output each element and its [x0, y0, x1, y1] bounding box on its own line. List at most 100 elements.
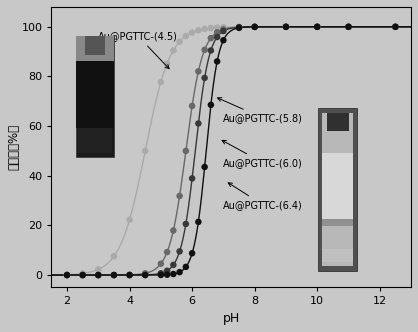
- Bar: [76, 61, 115, 128]
- Point: [220, 38, 227, 43]
- Point: [158, 271, 164, 276]
- Point: [158, 261, 164, 266]
- Bar: [322, 249, 353, 262]
- Point: [183, 34, 189, 39]
- Point: [64, 272, 70, 277]
- Point: [189, 251, 196, 256]
- Bar: [322, 219, 353, 226]
- Point: [164, 249, 171, 255]
- Point: [236, 25, 242, 30]
- Point: [79, 272, 86, 278]
- Point: [183, 221, 189, 227]
- Point: [95, 272, 102, 278]
- Point: [170, 228, 177, 233]
- Point: [201, 164, 208, 170]
- Point: [220, 29, 227, 34]
- Point: [314, 24, 321, 30]
- Point: [392, 24, 399, 30]
- Point: [283, 24, 289, 30]
- Text: Au@PGTTC-(6.4): Au@PGTTC-(6.4): [223, 183, 303, 210]
- Point: [142, 272, 148, 278]
- Point: [220, 25, 227, 30]
- Point: [126, 217, 133, 222]
- Point: [170, 262, 177, 268]
- Point: [214, 25, 220, 30]
- Point: [111, 254, 117, 259]
- Point: [158, 272, 164, 278]
- Text: Au@PGTTC-(4.5): Au@PGTTC-(4.5): [98, 31, 178, 69]
- Point: [126, 272, 133, 278]
- Point: [207, 36, 214, 41]
- Point: [314, 24, 321, 30]
- Text: Au@PGTTC-(6.0): Au@PGTTC-(6.0): [222, 140, 303, 168]
- Point: [183, 148, 189, 154]
- Point: [189, 30, 196, 35]
- Point: [220, 27, 227, 32]
- Point: [314, 24, 321, 30]
- Point: [392, 24, 399, 30]
- Point: [314, 24, 321, 30]
- Point: [64, 272, 70, 278]
- Point: [236, 25, 242, 31]
- Point: [251, 24, 258, 30]
- Point: [189, 176, 196, 181]
- Point: [236, 25, 242, 30]
- Point: [170, 48, 177, 53]
- Point: [214, 34, 220, 40]
- Point: [251, 24, 258, 30]
- Point: [195, 219, 202, 224]
- Bar: [86, 36, 104, 55]
- Point: [164, 268, 171, 274]
- Point: [176, 270, 183, 275]
- Point: [79, 272, 86, 278]
- Point: [111, 272, 117, 278]
- Point: [189, 103, 196, 109]
- Point: [95, 267, 102, 272]
- Point: [158, 79, 164, 85]
- Point: [251, 24, 258, 30]
- Point: [345, 24, 352, 30]
- Point: [195, 69, 202, 74]
- FancyBboxPatch shape: [76, 36, 115, 157]
- Point: [183, 264, 189, 270]
- Point: [79, 272, 86, 278]
- Point: [126, 272, 133, 278]
- Point: [283, 24, 289, 30]
- Point: [345, 24, 352, 30]
- Point: [207, 48, 214, 53]
- FancyBboxPatch shape: [318, 108, 357, 271]
- Point: [176, 39, 183, 44]
- Bar: [76, 36, 115, 61]
- X-axis label: pH: pH: [222, 312, 240, 325]
- Text: Au@PGTTC-(5.8): Au@PGTTC-(5.8): [217, 98, 303, 123]
- Point: [345, 24, 352, 30]
- Point: [251, 24, 258, 30]
- Point: [214, 59, 220, 64]
- Point: [79, 271, 86, 276]
- Point: [345, 24, 352, 30]
- Bar: [326, 113, 349, 131]
- Point: [283, 24, 289, 30]
- Point: [64, 272, 70, 278]
- Point: [164, 61, 171, 66]
- Point: [111, 272, 117, 278]
- Point: [111, 272, 117, 278]
- Point: [64, 272, 70, 278]
- Point: [176, 249, 183, 254]
- Point: [283, 24, 289, 30]
- Point: [201, 47, 208, 52]
- Point: [170, 271, 177, 277]
- Point: [95, 272, 102, 278]
- Point: [201, 26, 208, 32]
- Bar: [322, 113, 353, 266]
- Bar: [78, 128, 112, 153]
- Point: [164, 272, 171, 277]
- Point: [195, 121, 202, 126]
- Point: [126, 272, 133, 278]
- Point: [392, 24, 399, 30]
- Point: [95, 272, 102, 278]
- Point: [207, 102, 214, 108]
- Point: [214, 30, 220, 35]
- Point: [142, 271, 148, 276]
- Point: [207, 26, 214, 31]
